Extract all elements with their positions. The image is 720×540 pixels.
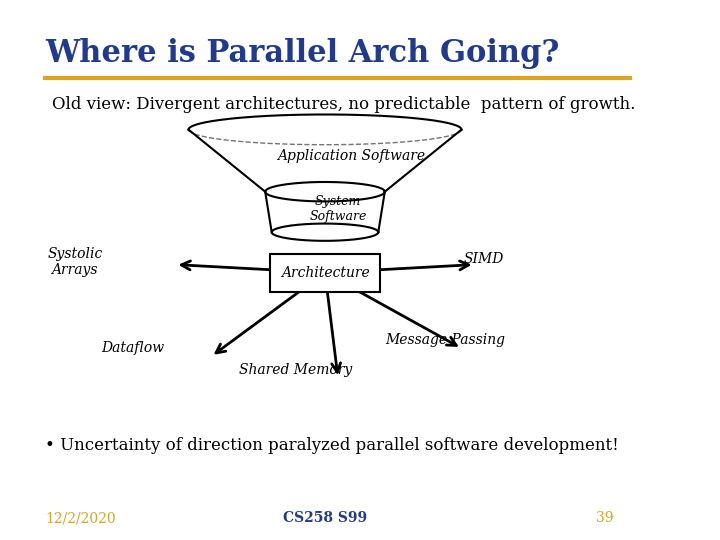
Text: Old view: Divergent architectures, no predictable  pattern of growth.: Old view: Divergent architectures, no pr… (52, 96, 635, 113)
Text: Architecture: Architecture (281, 266, 369, 280)
Text: CS258 S99: CS258 S99 (283, 511, 367, 525)
FancyBboxPatch shape (270, 254, 380, 292)
Text: 12/2/2020: 12/2/2020 (45, 511, 116, 525)
Text: Message Passing: Message Passing (385, 333, 505, 347)
Text: Shared Memory: Shared Memory (239, 363, 352, 377)
Text: Dataflow: Dataflow (102, 341, 165, 355)
Text: • Uncertainty of direction paralyzed parallel software development!: • Uncertainty of direction paralyzed par… (45, 437, 619, 454)
Text: 39: 39 (595, 511, 613, 525)
Text: Systolic
Arrays: Systolic Arrays (47, 247, 102, 277)
Text: Application Software: Application Software (277, 150, 425, 163)
Text: Where is Parallel Arch Going?: Where is Parallel Arch Going? (45, 38, 560, 69)
Text: System
Software: System Software (310, 195, 366, 223)
Text: SIMD: SIMD (464, 252, 505, 266)
